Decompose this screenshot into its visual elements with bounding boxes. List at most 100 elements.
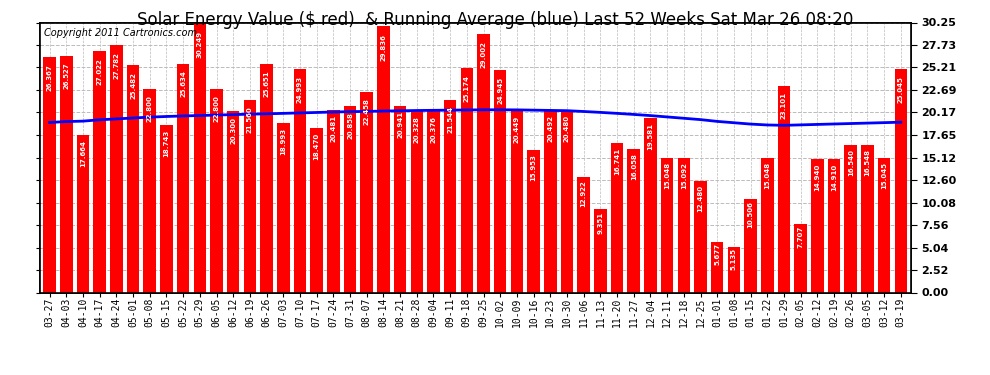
Text: 22.800: 22.800 [214,95,220,122]
Bar [93,51,106,292]
Text: 23.101: 23.101 [781,93,787,120]
Bar [260,63,273,292]
Text: 14.910: 14.910 [831,164,837,190]
Bar [661,158,673,292]
Bar [628,149,640,292]
Bar [327,110,340,292]
Text: 20.941: 20.941 [397,111,403,138]
Text: 18.743: 18.743 [163,130,169,158]
Bar [444,100,456,292]
Bar [210,89,223,292]
Text: 20.481: 20.481 [331,115,337,142]
Bar [577,177,590,292]
Bar [244,100,256,292]
Text: 25.634: 25.634 [180,70,186,98]
Text: 16.741: 16.741 [614,147,620,175]
Bar [828,159,841,292]
Bar [60,56,72,292]
Text: 24.945: 24.945 [497,76,503,104]
Text: 16.058: 16.058 [631,153,637,180]
Text: 12.480: 12.480 [698,184,704,211]
Text: 22.800: 22.800 [147,95,152,122]
Bar [294,69,306,292]
Bar [861,145,873,292]
Bar [728,247,741,292]
Bar [194,22,206,292]
Text: 20.480: 20.480 [564,115,570,142]
Bar [44,57,55,292]
Bar [811,159,824,292]
Bar [677,158,690,292]
Bar [694,181,707,292]
Bar [428,111,440,292]
Bar [711,242,724,292]
Text: 21.544: 21.544 [447,106,453,133]
Text: 19.581: 19.581 [647,123,653,150]
Text: 20.376: 20.376 [431,116,437,143]
Text: 9.351: 9.351 [597,211,603,234]
Text: 12.922: 12.922 [581,181,587,207]
Bar [528,150,540,292]
Text: 18.470: 18.470 [314,133,320,160]
Text: 24.993: 24.993 [297,76,303,103]
Text: 25.482: 25.482 [130,72,136,99]
Bar [160,125,172,292]
Text: 25.174: 25.174 [464,75,470,102]
Bar [794,224,807,292]
Text: 17.664: 17.664 [80,140,86,166]
Bar [611,143,624,292]
Text: 15.048: 15.048 [764,162,770,189]
Bar [344,106,356,292]
Text: 27.782: 27.782 [114,52,120,79]
Text: 7.707: 7.707 [798,226,804,248]
Bar [511,110,523,292]
Bar [644,118,656,292]
Text: 15.045: 15.045 [881,162,887,189]
Bar [411,111,423,292]
Text: 15.048: 15.048 [664,162,670,189]
Text: 20.449: 20.449 [514,116,520,143]
Bar [227,111,240,292]
Text: 30.249: 30.249 [197,31,203,58]
Text: 16.540: 16.540 [847,149,853,176]
Text: 29.836: 29.836 [380,34,386,61]
Text: 21.560: 21.560 [247,106,252,133]
Text: 10.506: 10.506 [747,201,753,228]
Text: 16.548: 16.548 [864,149,870,176]
Text: 15.092: 15.092 [681,162,687,189]
Text: 18.993: 18.993 [280,128,286,155]
Bar [127,65,140,292]
Bar [560,110,573,292]
Text: 5.677: 5.677 [714,243,720,266]
Text: 25.045: 25.045 [898,76,904,102]
Bar [311,128,323,292]
Text: 26.367: 26.367 [47,64,52,91]
Bar [744,199,756,292]
Bar [494,70,507,292]
Text: 27.022: 27.022 [97,58,103,85]
Text: 20.300: 20.300 [231,117,237,144]
Bar [177,64,189,292]
Bar [778,86,790,292]
Text: Solar Energy Value ($ red)  & Running Average (blue) Last 52 Weeks Sat Mar 26 08: Solar Energy Value ($ red) & Running Ave… [137,11,853,29]
Bar [761,158,773,292]
Text: Copyright 2011 Cartronics.com: Copyright 2011 Cartronics.com [44,28,197,38]
Text: 26.527: 26.527 [63,63,69,90]
Text: 20.858: 20.858 [347,112,353,139]
Bar [895,69,907,292]
Bar [110,45,123,292]
Text: 20.328: 20.328 [414,117,420,143]
Text: 14.940: 14.940 [815,163,821,190]
Text: 20.492: 20.492 [547,115,553,142]
Bar [394,106,406,292]
Text: 29.002: 29.002 [480,41,486,68]
Bar [844,145,857,292]
Bar [360,92,373,292]
Text: 15.953: 15.953 [531,154,537,181]
Bar [594,209,607,292]
Bar [144,89,156,292]
Text: 5.135: 5.135 [731,248,737,270]
Bar [77,135,89,292]
Bar [477,34,490,292]
Bar [544,110,556,292]
